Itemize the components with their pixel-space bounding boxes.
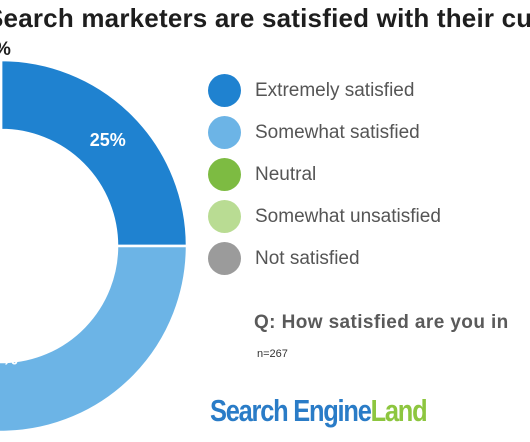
chart-title: Search marketers are satisfied with thei…	[0, 1, 530, 41]
legend-swatch	[208, 242, 241, 275]
legend-swatch	[208, 74, 241, 107]
legend-swatch	[208, 158, 241, 191]
chart-title-text: Search marketers are satisfied with thei…	[0, 3, 530, 33]
legend-label: Somewhat unsatisfied	[255, 206, 441, 227]
legend-swatch	[208, 200, 241, 233]
legend-label: Extremely satisfied	[255, 80, 415, 101]
sample-size: n=267	[257, 348, 288, 360]
donut-slice-somewhat-satisfied	[0, 244, 189, 434]
donut-slice-label: 25%	[90, 130, 126, 150]
logo-word-search-engine: Search Engine	[210, 393, 372, 428]
search-engine-land-logo: Search EngineLand	[210, 393, 428, 429]
survey-question: Q: How satisfied are you in	[254, 312, 509, 333]
legend-label: Not satisfied	[255, 248, 360, 269]
legend-label: Neutral	[255, 164, 317, 185]
top-percent-label: %	[0, 38, 11, 62]
donut-slice-label: %	[2, 349, 18, 369]
donut-slice-not-satisfied	[0, 58, 3, 132]
logo-word-land: Land	[370, 393, 428, 428]
donut-slice-extremely-satisfied	[0, 58, 189, 248]
legend-label: Somewhat satisfied	[255, 122, 420, 143]
legend-swatch	[208, 116, 241, 149]
